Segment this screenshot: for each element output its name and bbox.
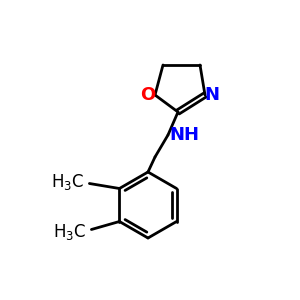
Text: H$_3$C: H$_3$C <box>51 172 84 193</box>
Text: NH: NH <box>169 126 199 144</box>
Text: H$_3$C: H$_3$C <box>53 221 86 242</box>
Text: N: N <box>205 86 220 104</box>
Text: O: O <box>140 86 156 104</box>
